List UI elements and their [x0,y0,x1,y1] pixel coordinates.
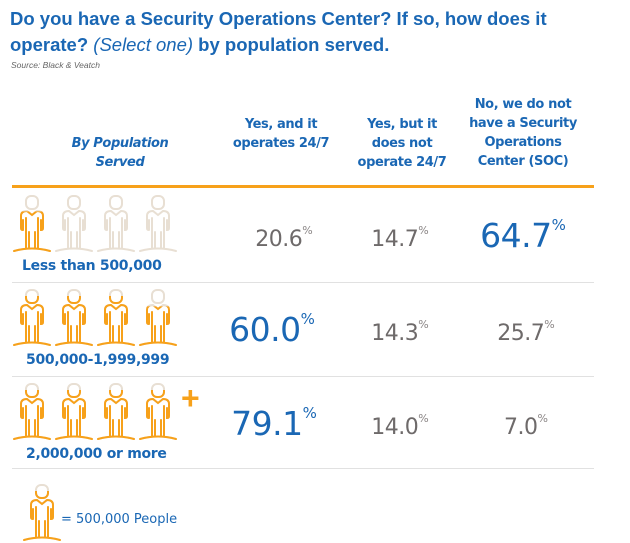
person-icon [55,195,93,252]
row-divider [12,282,594,283]
chart-title: Do you have a Security Operations Center… [10,6,620,58]
title-italic: (Select one) [93,34,194,55]
legend-person [22,483,62,543]
value-number: 60.0 [229,310,301,349]
value-number: 64.7 [480,216,552,255]
percent-sign: % [302,224,313,237]
value-r2-c3: 25.7% [466,318,586,346]
person-icon [13,195,51,252]
title-end: by population served. [198,34,390,55]
row-label-2: 500,000-1,999,999 [26,352,170,368]
person-icon [97,195,135,252]
value-number: 14.3 [371,321,419,346]
people-row-1 [12,194,212,254]
person-icon [97,383,135,440]
column-header-3: No, we do not have a Security Operations… [469,97,577,169]
value-r2-c2: 14.3% [340,318,460,346]
plus-icon: + [181,380,200,416]
percent-sign: % [418,224,429,237]
value-r1-c2: 14.7% [340,224,460,252]
person-icon [139,383,177,440]
value-r3-c3: 7.0% [466,412,586,440]
person-icon [139,289,177,346]
header-divider [12,185,594,188]
value-r3-c2: 14.0% [340,412,460,440]
column-header-2: Yes, but it does not operate 24/7 [357,117,447,170]
person-icon [23,484,61,541]
row-divider [12,376,594,377]
value-r1-c3: 64.7% [463,216,583,255]
person-icon [97,289,135,346]
people-row-3 [12,382,212,442]
percent-sign: % [300,310,315,328]
row-label-3: 2,000,000 or more [26,446,167,462]
title-main: Do you have a Security Operations Center… [10,8,547,55]
person-icon [55,289,93,346]
value-number: 25.7 [497,321,545,346]
person-icon [55,383,93,440]
percent-sign: % [302,404,317,422]
value-r2-c1: 60.0% [212,310,332,349]
column-header-1: Yes, and it operates 24/7 [232,117,330,151]
people-row-2 [12,288,212,348]
value-r3-c1: 79.1% [214,404,334,443]
row-header: By Population Served [71,136,169,170]
value-number: 7.0 [504,415,538,440]
percent-sign: % [551,216,566,234]
source-note: Source: Black & Veatch [11,60,100,70]
row-divider [12,468,594,469]
value-number: 14.0 [371,415,419,440]
value-number: 20.6 [255,227,303,252]
row-label-1: Less than 500,000 [22,258,162,274]
percent-sign: % [418,412,429,425]
percent-sign: % [537,412,548,425]
person-icon [139,195,177,252]
person-icon [13,383,51,440]
person-icon [13,289,51,346]
percent-sign: % [544,318,555,331]
value-r1-c1: 20.6% [224,224,344,252]
value-number: 79.1 [231,404,303,443]
legend-text: = 500,000 People [61,512,178,527]
value-number: 14.7 [371,227,419,252]
percent-sign: % [418,318,429,331]
